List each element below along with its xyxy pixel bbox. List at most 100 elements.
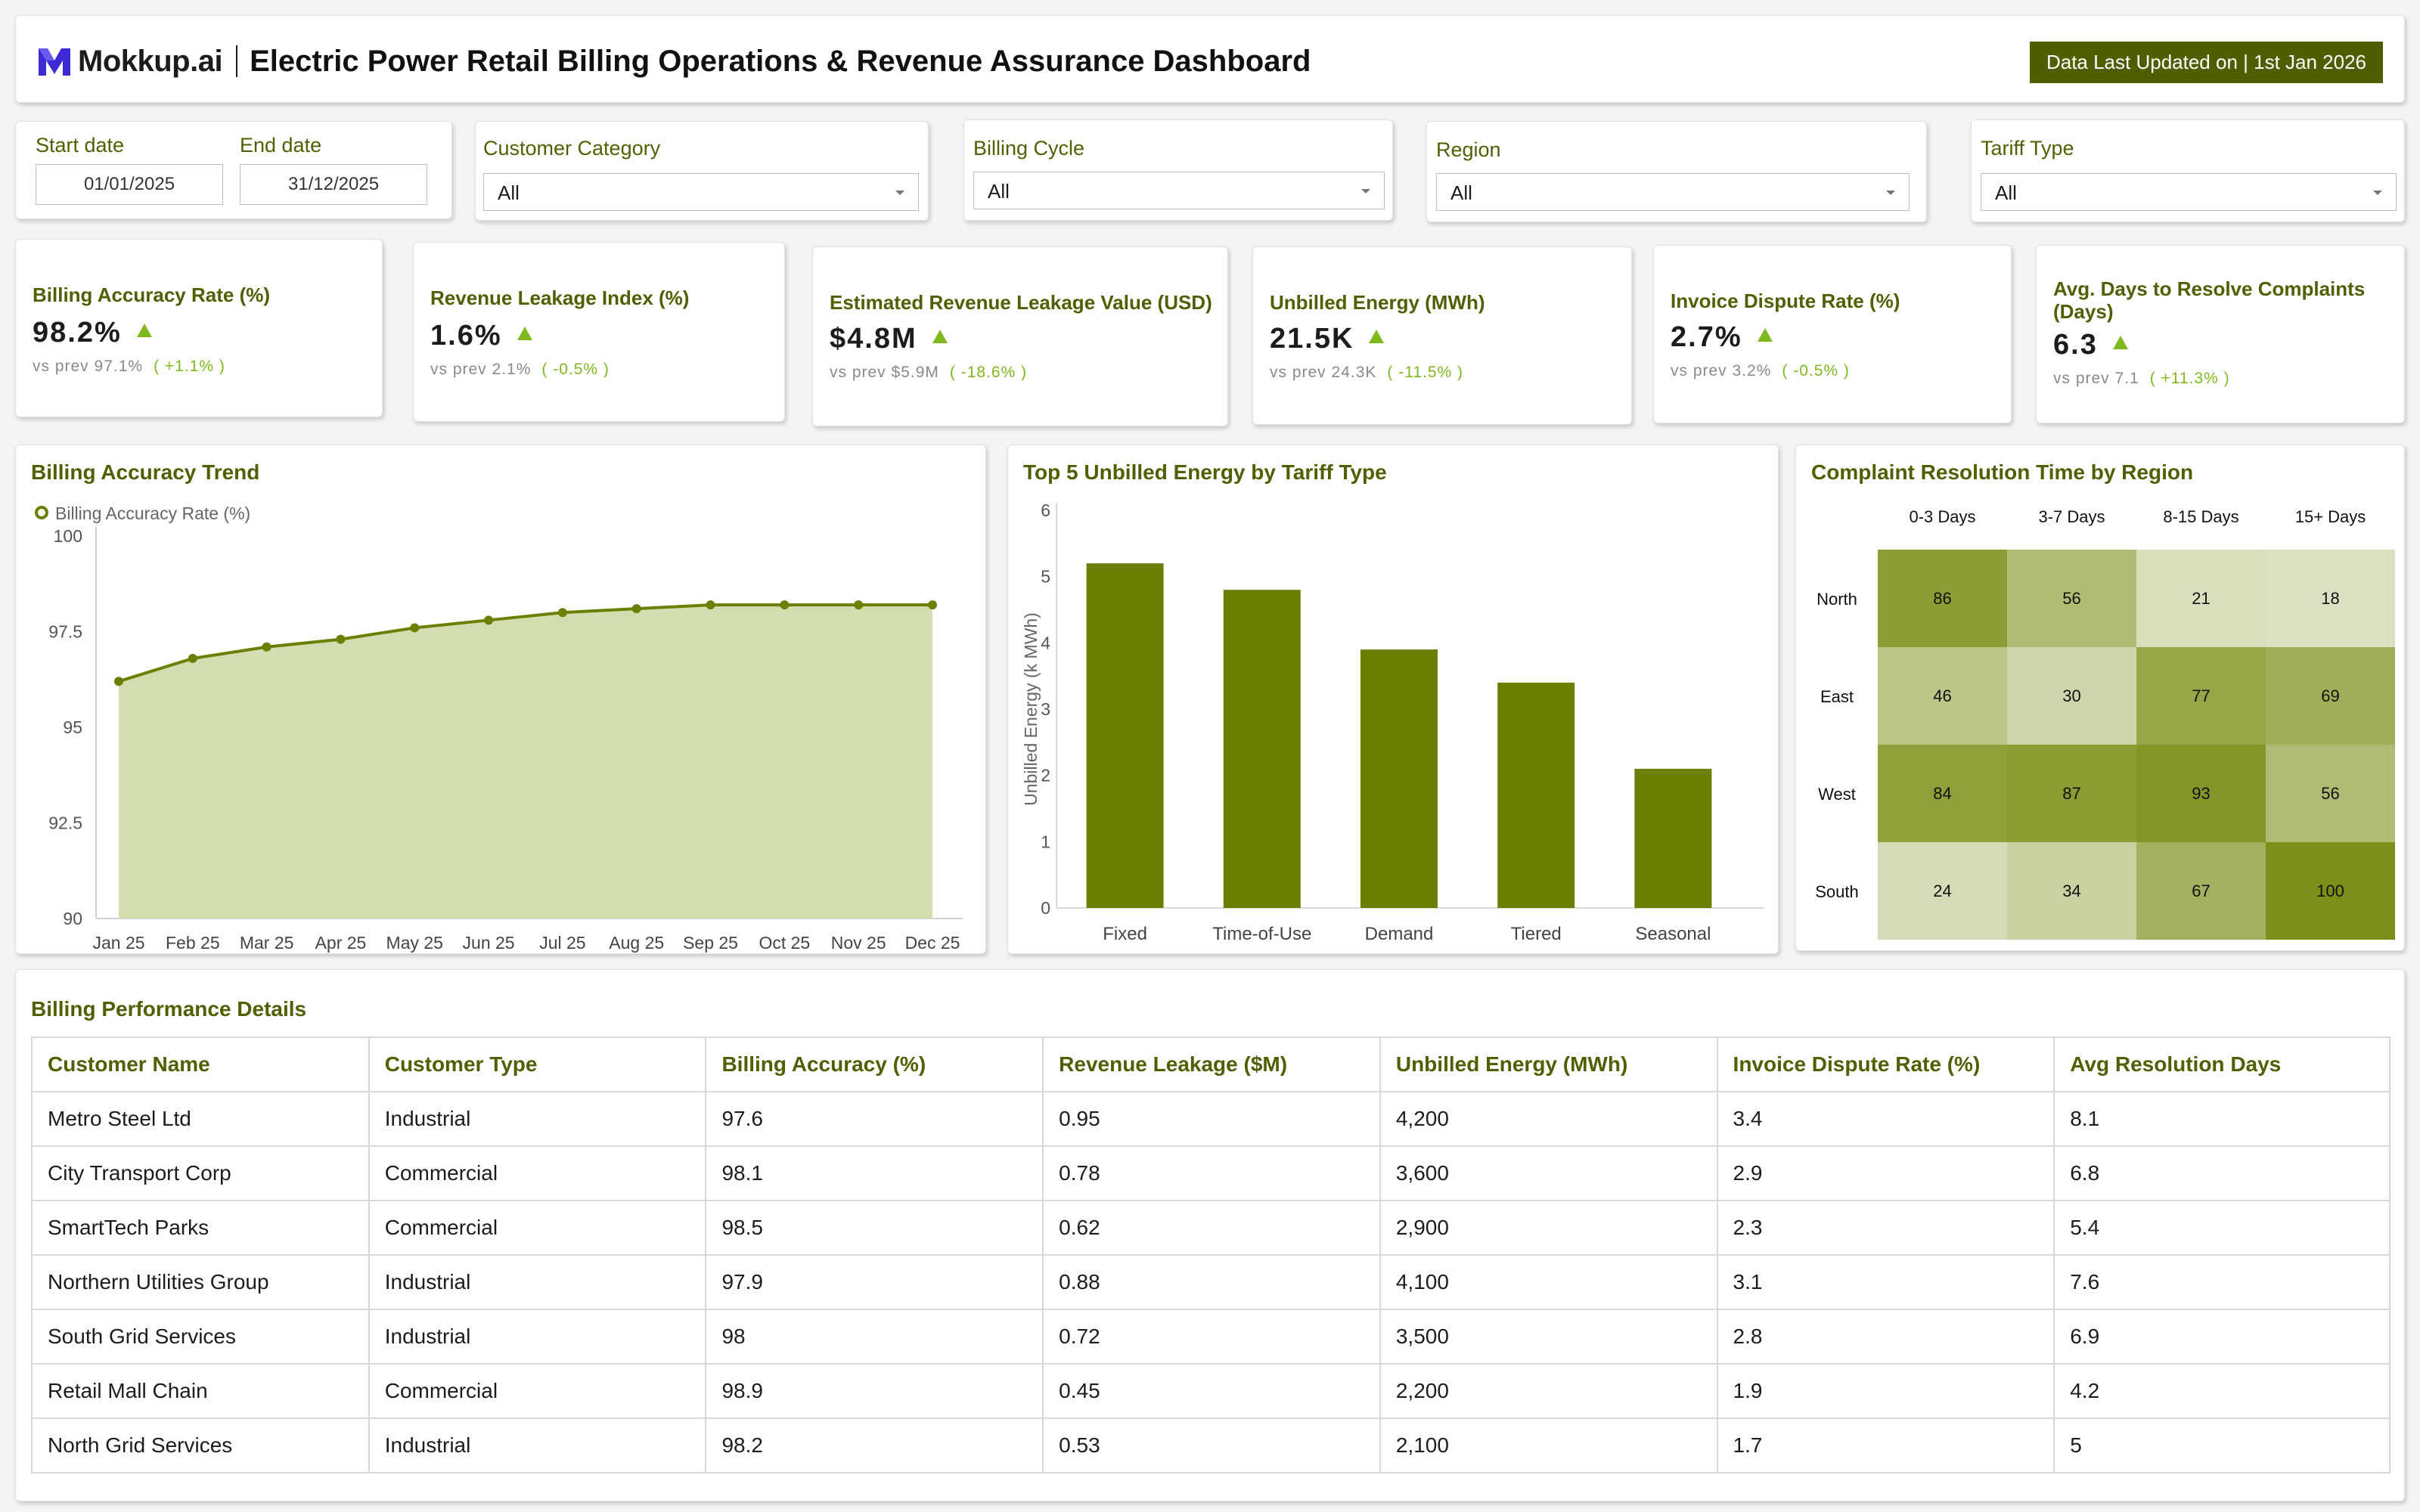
heatmap-cell[interactable]: 100 bbox=[2266, 842, 2395, 940]
start-date-input[interactable]: 01/01/2025 bbox=[36, 164, 223, 205]
heatmap-cell[interactable]: 77 bbox=[2136, 647, 2266, 745]
date-filter-card: Start date 01/01/2025 End date 31/12/202… bbox=[15, 121, 452, 219]
table-cell: 6.8 bbox=[2053, 1145, 2391, 1201]
table-row[interactable]: City Transport Corp Commercial 98.1 0.78 3,6… bbox=[31, 1145, 2391, 1201]
table-cell: North Grid Services bbox=[31, 1418, 370, 1473]
table-cell: 4.2 bbox=[2053, 1363, 2391, 1419]
table-cell: 4,100 bbox=[1379, 1254, 1718, 1310]
heatmap-cell[interactable]: 86 bbox=[1878, 550, 2007, 647]
bar bbox=[1497, 682, 1575, 908]
heatmap-cell[interactable]: 93 bbox=[2136, 745, 2266, 842]
region-select[interactable]: All bbox=[1436, 173, 1910, 211]
trend-up-icon bbox=[2112, 336, 2128, 349]
column-header[interactable]: Billing Accuracy (%) bbox=[705, 1036, 1044, 1092]
logo-text: Mokkup.ai bbox=[78, 44, 223, 78]
table-cell: 1.9 bbox=[1716, 1363, 2055, 1419]
kpi-comparison: vs prev 97.1%( +1.1% ) bbox=[33, 358, 225, 375]
bar bbox=[1360, 649, 1438, 908]
table-cell: 3.1 bbox=[1716, 1254, 2055, 1310]
customer-category-select[interactable]: All bbox=[483, 173, 919, 211]
kpi-card-avg-resolution-days: Avg. Days to Resolve Complaints (Days) 6… bbox=[2036, 245, 2405, 423]
heatmap-row-label: West bbox=[1818, 784, 1856, 804]
heatmap-cell[interactable]: 84 bbox=[1878, 745, 2007, 842]
table-cell: 0.62 bbox=[1042, 1200, 1381, 1256]
table-cell: Northern Utilities Group bbox=[31, 1254, 370, 1310]
bar bbox=[1634, 768, 1712, 908]
heatmap-cell[interactable]: 34 bbox=[2007, 842, 2136, 940]
heatmap-column-header: 3-7 Days bbox=[2038, 507, 2105, 526]
table-cell: Industrial bbox=[368, 1091, 707, 1147]
heatmap-cell[interactable]: 87 bbox=[2007, 745, 2136, 842]
x-tick-label: Aug 25 bbox=[609, 933, 664, 953]
complaint-resolution-heatmap: 0-3 Days 3-7 Days 8-15 Days 15+ Days North 86… bbox=[1796, 445, 2406, 952]
heatmap-cell[interactable]: 30 bbox=[2007, 647, 2136, 745]
billing-cycle-select[interactable]: All bbox=[973, 172, 1385, 209]
legend-label: Billing Accuracy Rate (%) bbox=[55, 503, 250, 523]
table-cell: 0.78 bbox=[1042, 1145, 1381, 1201]
tariff-type-select[interactable]: All bbox=[1981, 173, 2397, 211]
y-tick-label: 4 bbox=[1041, 633, 1050, 652]
table-cell: 0.45 bbox=[1042, 1363, 1381, 1419]
end-date-input[interactable]: 31/12/2025 bbox=[240, 164, 427, 205]
heatmap-cell[interactable]: 56 bbox=[2007, 550, 2136, 647]
data-point bbox=[410, 623, 420, 633]
heatmap-cell[interactable]: 18 bbox=[2266, 550, 2395, 647]
table-cell: 5 bbox=[2053, 1418, 2391, 1473]
heatmap-cell[interactable]: 46 bbox=[1878, 647, 2007, 745]
billing-accuracy-trend-chart: Billing Accuracy Rate (%) 100 97.5 95 92.5 90… bbox=[35, 503, 963, 953]
table-row[interactable]: Retail Mall Chain Commercial 98.9 0.45 2,200… bbox=[31, 1363, 2391, 1419]
heatmap-cell[interactable]: 67 bbox=[2136, 842, 2266, 940]
table-cell: City Transport Corp bbox=[31, 1145, 370, 1201]
billing-cycle-label: Billing Cycle bbox=[973, 137, 1085, 160]
x-tick-label: Fixed bbox=[1103, 924, 1147, 944]
column-header[interactable]: Avg Resolution Days bbox=[2053, 1036, 2391, 1092]
table-cell: Retail Mall Chain bbox=[31, 1363, 370, 1419]
table-row[interactable]: North Grid Services Industrial 98.2 0.53 2,1… bbox=[31, 1418, 2391, 1473]
table-row[interactable]: Northern Utilities Group Industrial 97.9 0.… bbox=[31, 1254, 2391, 1310]
table-cell: 7.6 bbox=[2053, 1254, 2391, 1310]
x-tick-label: Jul 25 bbox=[539, 933, 585, 953]
x-tick-label: Jun 25 bbox=[463, 933, 515, 953]
table-cell: 0.72 bbox=[1042, 1309, 1381, 1365]
kpi-comparison: vs prev 7.1( +11.3% ) bbox=[2053, 370, 2230, 387]
x-tick-label: Sep 25 bbox=[683, 933, 738, 953]
y-tick-label: 95 bbox=[63, 717, 82, 737]
table-cell: Industrial bbox=[368, 1309, 707, 1365]
kpi-value: 6.3 bbox=[2053, 329, 2128, 361]
kpi-label: Invoice Dispute Rate (%) bbox=[1671, 290, 1900, 312]
kpi-card-invoice-dispute-rate: Invoice Dispute Rate (%) 2.7% vs prev 3.… bbox=[1653, 245, 2012, 423]
data-point bbox=[262, 642, 271, 652]
table-cell: 2.9 bbox=[1716, 1145, 2055, 1201]
unbilled-energy-tariff-card: Top 5 Unbilled Energy by Tariff Type 0 1 2… bbox=[1007, 445, 1779, 954]
table-header-row: Customer Name Customer Type Billing Accu… bbox=[31, 1036, 2391, 1092]
billing-performance-table: Customer Name Customer Type Billing Accu… bbox=[31, 1036, 2391, 1473]
heatmap-column-header: 0-3 Days bbox=[1909, 507, 1976, 526]
table-row[interactable]: SmartTech Parks Commercial 98.5 0.62 2,900 2.… bbox=[31, 1200, 2391, 1256]
kpi-card-unbilled-energy: Unbilled Energy (MWh) 21.5K vs prev 24.3… bbox=[1252, 246, 1632, 425]
trend-up-icon bbox=[1757, 328, 1773, 342]
column-header[interactable]: Customer Name bbox=[31, 1036, 370, 1092]
kpi-comparison: vs prev $5.9M( -18.6% ) bbox=[830, 364, 1028, 381]
table-cell: 97.9 bbox=[705, 1254, 1044, 1310]
table-cell: 98.2 bbox=[705, 1418, 1044, 1473]
table-row[interactable]: South Grid Services Industrial 98 0.72 3,500… bbox=[31, 1309, 2391, 1365]
data-point bbox=[631, 604, 641, 614]
column-header[interactable]: Invoice Dispute Rate (%) bbox=[1716, 1036, 2055, 1092]
chevron-down-icon bbox=[1886, 191, 1895, 195]
tariff-type-value: All bbox=[1995, 181, 2017, 204]
column-header[interactable]: Customer Type bbox=[368, 1036, 707, 1092]
x-tick-label: Dec 25 bbox=[905, 933, 960, 953]
heatmap-cell[interactable]: 24 bbox=[1878, 842, 2007, 940]
column-header[interactable]: Revenue Leakage ($M) bbox=[1042, 1036, 1381, 1092]
table-title: Billing Performance Details bbox=[31, 997, 307, 1021]
chevron-down-icon bbox=[1361, 189, 1370, 194]
heatmap-cell[interactable]: 69 bbox=[2266, 647, 2395, 745]
column-header[interactable]: Unbilled Energy (MWh) bbox=[1379, 1036, 1718, 1092]
heatmap-cell[interactable]: 56 bbox=[2266, 745, 2395, 842]
bar bbox=[1086, 563, 1164, 908]
table-cell: 2,900 bbox=[1379, 1200, 1718, 1256]
heatmap-cell[interactable]: 21 bbox=[2136, 550, 2266, 647]
table-row[interactable]: Metro Steel Ltd Industrial 97.6 0.95 4,200 3.… bbox=[31, 1091, 2391, 1147]
y-axis-title: Unbilled Energy (k MWh) bbox=[1021, 612, 1041, 806]
table-cell: 6.9 bbox=[2053, 1309, 2391, 1365]
